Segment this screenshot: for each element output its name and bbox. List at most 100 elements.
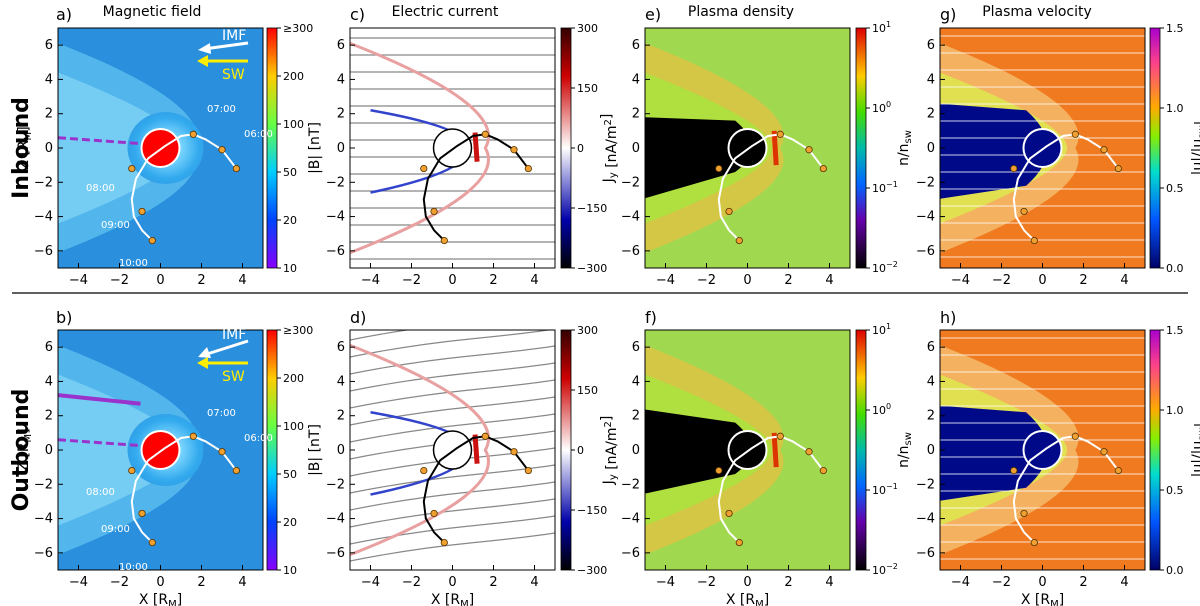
colorbar-tick-label: 10 [283, 564, 297, 577]
y-tick-label: −6 [34, 244, 53, 259]
y-tick-label: −6 [916, 244, 935, 259]
y-tick-label: 0 [632, 141, 640, 156]
y-tick-label: −4 [916, 512, 935, 527]
plot-area [350, 28, 555, 268]
y-tick-label: −6 [326, 244, 345, 259]
trajectory-marker [1010, 466, 1018, 475]
x-tick-label: −4 [69, 575, 88, 590]
time-label-0900-b: 09:00 [101, 524, 130, 535]
trajectory-marker [430, 207, 438, 216]
colorbar [560, 27, 572, 269]
x-tick-label: −2 [992, 273, 1011, 288]
trajectory-marker [1100, 146, 1108, 154]
colorbar-tick-label: 10−1 [872, 482, 898, 497]
trajectory [717, 133, 825, 242]
panel-letter-e: e) [645, 5, 661, 24]
colorbar-label: |u|/|usw| [1190, 423, 1200, 478]
trajectory-marker [148, 236, 156, 245]
colorbar-tick-label: ≥300 [283, 22, 313, 35]
time-label-0700-b: 07:00 [207, 408, 236, 419]
y-tick-label: 6 [927, 340, 935, 355]
trajectory-marker [510, 448, 518, 456]
y-tick-label: 6 [632, 38, 640, 53]
y-tick-label: −4 [34, 210, 53, 225]
trajectory-marker [725, 207, 733, 216]
colorbar-tick-label: 1.5 [1166, 324, 1184, 337]
title-electric-current: Electric current [392, 4, 499, 20]
trajectory-marker [430, 509, 438, 518]
trajectory-marker [232, 164, 240, 173]
time-label-0800-b: 08:00 [86, 487, 115, 498]
y-tick-label: −4 [621, 210, 640, 225]
y-tick-label: 2 [337, 107, 345, 122]
colorbar-label: n/nsw [896, 432, 914, 468]
x-axis-label: X [RM] [431, 592, 474, 606]
x-tick-label: 4 [1120, 273, 1128, 288]
y-tick-label: 6 [927, 38, 935, 53]
x-tick-label: −4 [951, 273, 970, 288]
x-tick-label: 2 [1079, 575, 1087, 590]
y-tick-label: −4 [326, 210, 345, 225]
colorbar-tick-label: 100 [872, 402, 891, 417]
y-tick-label: 4 [45, 72, 53, 87]
trajectory-marker [138, 509, 146, 518]
trajectory-marker [1071, 130, 1079, 138]
trajectory-marker [218, 448, 226, 456]
panel-letter-f: f) [645, 308, 657, 327]
colorbar-tick-label: 200 [283, 372, 304, 385]
colorbar-tick-label: 300 [577, 324, 598, 337]
plot-area [940, 28, 1145, 268]
y-tick-label: −4 [916, 210, 935, 225]
colorbar-tick-label: 100 [283, 420, 304, 433]
x-tick-label: 2 [489, 273, 497, 288]
colorbar-tick-label: 0 [577, 444, 584, 457]
colorbar-tick-label: 1.0 [1166, 404, 1184, 417]
x-tick-label: 2 [784, 273, 792, 288]
colorbar-tick-label: 10−2 [872, 260, 898, 275]
colorbar [1149, 329, 1161, 571]
trajectory-marker [232, 466, 240, 475]
x-tick-label: −2 [992, 575, 1011, 590]
colorbar-tick-label: 1.5 [1166, 22, 1184, 35]
plot-area [645, 330, 850, 570]
x-tick-label: 4 [1120, 575, 1128, 590]
y-tick-label: −6 [621, 546, 640, 561]
y-tick-label: −2 [916, 477, 935, 492]
x-tick-label: −2 [402, 273, 421, 288]
x-axis-label: X [RM] [1021, 592, 1064, 606]
y-tick-label: −6 [621, 244, 640, 259]
colorbar-tick-label: ≥300 [283, 324, 313, 337]
panel-letter-h: h) [940, 308, 956, 327]
panel-plasma-velocity-inbound: −4 −2 0 2 4 −6 −4 −2 0 2 4 6 1.5 1.0 0.5 0.0 |u|/|usw| [916, 22, 1200, 288]
x-tick-label: 0 [743, 273, 751, 288]
y-tick-label: 4 [632, 374, 640, 389]
y-tick-label: 2 [45, 409, 53, 424]
colorbar-tick-label: 101 [872, 20, 891, 35]
x-tick-label: 2 [1079, 273, 1087, 288]
y-tick-label: 6 [45, 340, 53, 355]
panel-letter-c: c) [350, 5, 365, 24]
trajectory-marker [138, 207, 146, 216]
trajectory-marker [819, 164, 827, 173]
plot-area [58, 28, 263, 268]
y-tick-label: 4 [927, 374, 935, 389]
colorbar-tick-label: 150 [577, 82, 598, 95]
trajectory-marker [1030, 236, 1038, 245]
trajectory-marker [128, 466, 136, 475]
colorbar-tick-label: −300 [577, 564, 607, 577]
x-tick-label: −4 [361, 575, 380, 590]
trajectory [422, 133, 530, 242]
trajectory-marker [1100, 448, 1108, 456]
colorbar [560, 329, 572, 571]
time-label-0600: 06:00 [244, 129, 273, 140]
colorbar-label: |B| [nT] [307, 424, 323, 476]
y-tick-label: −2 [621, 477, 640, 492]
sw-label-bottom: SW [222, 369, 245, 385]
plot-area [58, 330, 263, 570]
x-tick-label: −4 [361, 273, 380, 288]
y-tick-label: 6 [337, 38, 345, 53]
y-tick-label: 2 [632, 409, 640, 424]
x-tick-label: −4 [69, 273, 88, 288]
panel-electric-current-outbound: −4 −2 0 2 4 −6 −4 −2 0 2 4 6 X [RM] 300 150 0 −150 −300 Jy… [326, 324, 620, 606]
